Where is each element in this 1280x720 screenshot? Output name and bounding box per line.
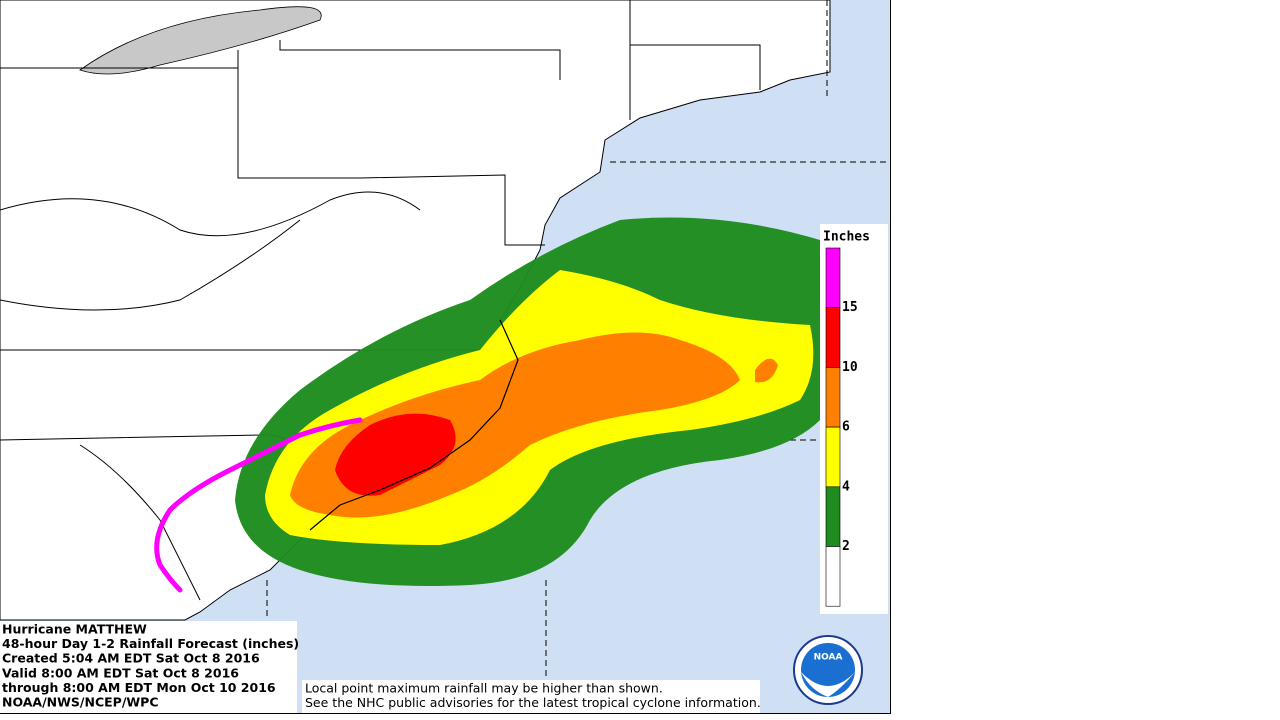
legend-band bbox=[825, 426, 841, 488]
caption-line: through 8:00 AM EDT Mon Oct 10 2016 bbox=[2, 680, 276, 695]
caption-line: NOAA/NWS/NCEP/WPC bbox=[2, 695, 159, 710]
legend-band bbox=[825, 367, 841, 428]
rain-6in-spot bbox=[755, 358, 778, 383]
note: Local point maximum rainfall may be high… bbox=[305, 681, 761, 711]
legend-band bbox=[825, 307, 841, 368]
legend-label: 4 bbox=[842, 479, 850, 494]
legend-label: 6 bbox=[842, 420, 850, 435]
caption-line: 48-hour Day 1-2 Rainfall Forecast (inche… bbox=[2, 636, 299, 651]
note-box bbox=[302, 680, 760, 714]
legend-label: 2 bbox=[842, 539, 850, 554]
legend-label: 15 bbox=[842, 300, 858, 315]
logo-text: NOAA bbox=[814, 653, 843, 663]
caption-line: Created 5:04 AM EDT Sat Oct 8 2016 bbox=[2, 651, 260, 666]
legend-band bbox=[825, 247, 841, 309]
lake bbox=[79, 6, 322, 75]
note-line: See the NHC public advisories for the la… bbox=[305, 695, 761, 710]
legend-band bbox=[825, 546, 841, 607]
caption-box bbox=[0, 621, 297, 714]
frame bbox=[890, 0, 891, 714]
legend-scale: 15 10 6 4 2 bbox=[825, 247, 858, 607]
noaa-logo: NOAA bbox=[793, 635, 863, 705]
legend-title: Inches bbox=[823, 230, 870, 245]
graticule bbox=[266, 0, 890, 680]
caption-line: Hurricane MATTHEW bbox=[2, 622, 147, 637]
legend-band bbox=[825, 486, 841, 547]
rain-10in bbox=[335, 413, 456, 496]
caption-line: Valid 8:00 AM EDT Sat Oct 8 2016 bbox=[2, 665, 239, 680]
note-line: Local point maximum rainfall may be high… bbox=[305, 681, 663, 696]
frame bbox=[0, 713, 891, 714]
legend-label: 10 bbox=[842, 360, 858, 375]
coastline bbox=[309, 319, 519, 531]
storm-track bbox=[154, 417, 363, 593]
